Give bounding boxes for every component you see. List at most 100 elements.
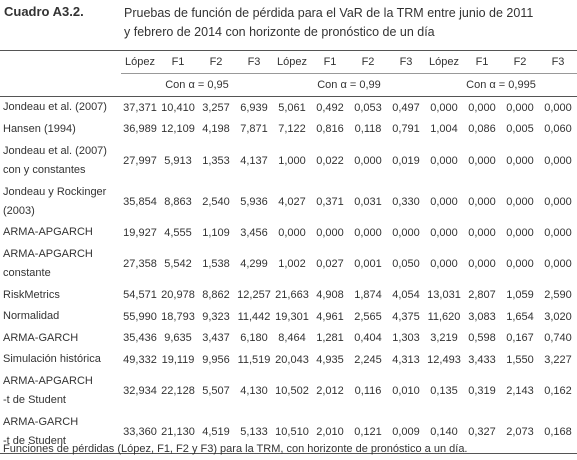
- cell: 55,990: [123, 310, 157, 323]
- cell: 0,000: [544, 101, 572, 114]
- cell: 0,086: [468, 123, 496, 136]
- cell: 0,000: [430, 195, 458, 208]
- cell: 54,571: [123, 289, 157, 302]
- cell: 9,323: [202, 310, 230, 323]
- cell: 0,118: [354, 123, 382, 136]
- cell: 27,997: [123, 154, 157, 167]
- cell: 0,598: [468, 332, 496, 345]
- cell: 11,620: [427, 310, 461, 323]
- cell: 6,939: [240, 101, 268, 114]
- cell: 5,133: [235, 411, 273, 454]
- row-label-line: ARMA-APGARCH: [3, 248, 93, 260]
- row-label-line: Hansen (1994): [3, 122, 76, 135]
- cell: 12,493: [427, 353, 461, 366]
- cell: 0,000: [468, 101, 496, 114]
- table-row: ARMA-APGARCH 19,927 4,555 1,109 3,456 0,000 0,…: [0, 222, 577, 244]
- row-label-line: Jondeau y Rockinger: [3, 185, 107, 198]
- group-header: Con α = 0,95: [121, 73, 273, 97]
- row-label: Jondeau y Rockinger (2003): [0, 181, 121, 222]
- cell: 0,019: [392, 154, 420, 167]
- cell: 4,375: [392, 310, 420, 323]
- cell: 3,433: [468, 353, 496, 366]
- row-label-line: ARMA-APGARCH: [3, 226, 93, 239]
- cell: 0,000: [468, 154, 496, 167]
- cell: 22,128: [161, 385, 195, 397]
- cell: 4,935: [316, 353, 344, 366]
- cell: 9,635: [164, 332, 192, 345]
- cell: 4,313: [392, 353, 420, 366]
- table-row: ARMA-APGARCH -t de Student 32,934 22,128 5,5…: [0, 371, 577, 412]
- cell: 19,927: [123, 226, 157, 239]
- column-header: López: [121, 50, 159, 74]
- cell: 0,010: [392, 385, 420, 397]
- table-row: ARMA-GARCH 35,436 9,635 3,437 6,180 8,464 1,28…: [0, 328, 577, 350]
- row-label-line: Normalidad: [3, 310, 60, 323]
- row-label-line: con y constantes: [3, 163, 86, 176]
- cell: 0,050: [392, 258, 420, 270]
- cell: 12,109: [161, 123, 195, 136]
- cell: 4,130: [240, 385, 268, 397]
- cell: 21,130: [159, 411, 197, 454]
- cell: 1,353: [202, 154, 230, 167]
- cell: 32,934: [123, 385, 157, 397]
- cell: 1,281: [316, 332, 344, 345]
- cell: 0,027: [316, 258, 344, 270]
- data-table: López F1 F2 F3 López F1 F2 F3 López F1 F2 F3 Con α =…: [0, 50, 577, 454]
- cell: 7,871: [240, 123, 268, 136]
- table-row: Simulación histórica 49,332 19,119 9,956 11,…: [0, 349, 577, 371]
- cell: 1,000: [278, 154, 306, 167]
- column-header: F1: [463, 50, 501, 74]
- row-label-line: ARMA-GARCH: [3, 416, 79, 428]
- cell: 2,540: [202, 195, 230, 208]
- cell: 1,059: [506, 289, 534, 302]
- row-label-line: (2003): [3, 204, 35, 217]
- cell: 0,000: [278, 226, 306, 239]
- cell: 0,791: [392, 123, 420, 136]
- cell: 8,863: [164, 195, 192, 208]
- cell: 2,245: [354, 353, 382, 366]
- title-line: y febrero de 2014 con horizonte de pronó…: [124, 25, 435, 39]
- cell: 4,299: [240, 258, 268, 270]
- cell: 5,936: [240, 195, 268, 208]
- cell: 2,143: [506, 385, 534, 397]
- cell: 0,167: [506, 332, 534, 345]
- table-title: Pruebas de función de pérdida para el Va…: [124, 4, 533, 42]
- cell: 18,793: [161, 310, 195, 323]
- cell: 5,542: [164, 258, 192, 270]
- group-row: Con α = 0,95 Con α = 0,99 Con α = 0,995: [0, 73, 577, 97]
- row-label-line: Jondeau et al. (2007): [3, 144, 107, 157]
- row-label-line: ARMA-APGARCH: [3, 375, 93, 387]
- cell: 0,000: [430, 154, 458, 167]
- cell: 1,303: [392, 332, 420, 345]
- column-header: F3: [235, 50, 273, 74]
- cell: 3,083: [468, 310, 496, 323]
- cell: 20,043: [275, 353, 309, 366]
- cell: 3,227: [544, 353, 572, 366]
- cell: 35,854: [123, 195, 157, 208]
- cell: 1,874: [354, 289, 382, 302]
- table-row: Jondeau y Rockinger (2003) 35,854 8,863 2,54…: [0, 181, 577, 222]
- column-header: F1: [311, 50, 349, 74]
- column-header: F2: [501, 50, 539, 74]
- table-row: Jondeau et al. (2007) 37,371 10,410 3,257 6,…: [0, 97, 577, 119]
- row-label-line: -t de Student: [3, 394, 66, 406]
- column-header: F3: [539, 50, 577, 74]
- cell: 1,538: [202, 258, 230, 270]
- cell: 0,327: [463, 411, 501, 454]
- column-header: F2: [349, 50, 387, 74]
- cell: 2,807: [468, 289, 496, 302]
- column-header: F1: [159, 50, 197, 74]
- cell: 0,000: [506, 154, 534, 167]
- row-label: ARMA-GARCH: [0, 328, 121, 350]
- title-line: Pruebas de función de pérdida para el Va…: [124, 6, 534, 20]
- cell: 2,010: [311, 411, 349, 454]
- cell: 0,162: [544, 385, 572, 397]
- cell: 0,168: [539, 411, 577, 454]
- column-header: F2: [197, 50, 235, 74]
- cell: 0,121: [349, 411, 387, 454]
- cell: 0,000: [544, 195, 572, 208]
- cell: 0,009: [387, 411, 425, 454]
- group-header: Con α = 0,99: [273, 73, 425, 97]
- cell: 0,000: [316, 226, 344, 239]
- row-label: Simulación histórica: [0, 349, 121, 371]
